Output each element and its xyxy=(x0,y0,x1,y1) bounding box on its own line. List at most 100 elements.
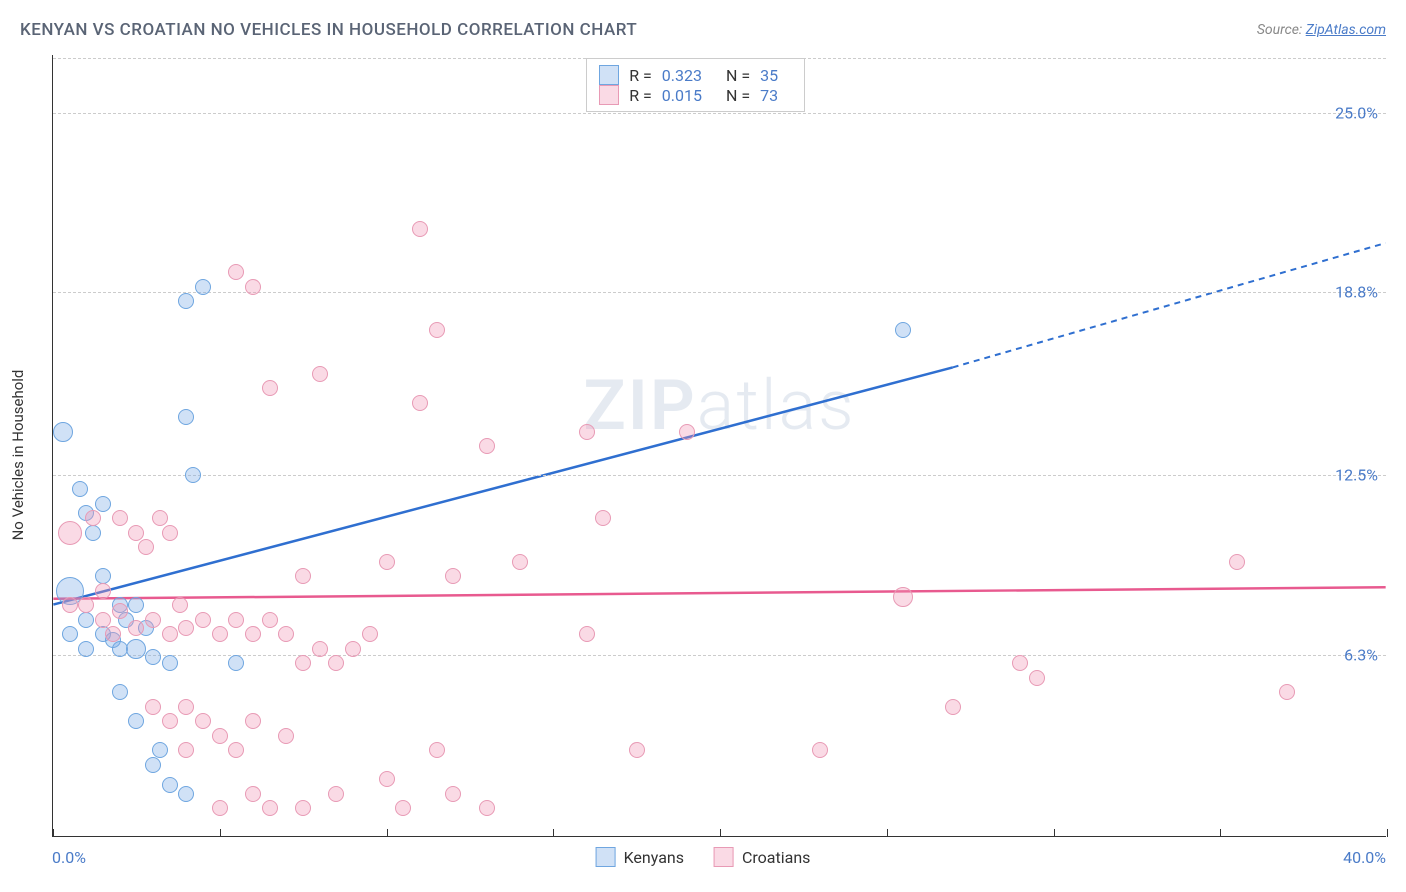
data-point xyxy=(62,597,78,613)
x-tick xyxy=(387,829,388,837)
x-tick xyxy=(720,829,721,837)
data-point xyxy=(128,525,144,541)
data-point xyxy=(579,424,595,440)
data-point xyxy=(262,380,278,396)
gridline xyxy=(53,475,1386,476)
x-tick xyxy=(1054,829,1055,837)
x-tick xyxy=(553,829,554,837)
correlation-legend: R = 0.323 N = 35 R = 0.015 N = 73 xyxy=(586,58,805,112)
data-point xyxy=(295,655,311,671)
data-point xyxy=(629,742,645,758)
header: KENYAN VS CROATIAN NO VEHICLES IN HOUSEH… xyxy=(20,20,1386,40)
watermark: ZIPatlas xyxy=(583,365,855,447)
data-point xyxy=(152,742,168,758)
data-point xyxy=(178,699,194,715)
data-point xyxy=(228,612,244,628)
data-point xyxy=(412,395,428,411)
data-point xyxy=(1012,655,1028,671)
data-point xyxy=(595,510,611,526)
data-point xyxy=(172,597,188,613)
chart-container: KENYAN VS CROATIAN NO VEHICLES IN HOUSEH… xyxy=(0,0,1406,892)
y-tick-label: 6.3% xyxy=(1344,645,1378,664)
legend-item-kenyans: Kenyans xyxy=(596,847,684,867)
chart-title: KENYAN VS CROATIAN NO VEHICLES IN HOUSEH… xyxy=(20,20,637,40)
data-point xyxy=(379,771,395,787)
data-point xyxy=(278,728,294,744)
data-point xyxy=(328,786,344,802)
data-point xyxy=(195,279,211,295)
data-point xyxy=(138,539,154,555)
data-point xyxy=(112,603,128,619)
data-point xyxy=(312,641,328,657)
data-point xyxy=(245,713,261,729)
data-point xyxy=(412,221,428,237)
legend-row-kenyans: R = 0.323 N = 35 xyxy=(599,65,792,85)
data-point xyxy=(445,568,461,584)
data-point xyxy=(162,777,178,793)
data-point xyxy=(245,279,261,295)
data-point xyxy=(212,800,228,816)
data-point xyxy=(95,583,111,599)
data-point xyxy=(185,467,201,483)
data-point xyxy=(245,626,261,642)
data-point xyxy=(262,800,278,816)
data-point xyxy=(178,786,194,802)
data-point xyxy=(1229,554,1245,570)
data-point xyxy=(78,612,94,628)
data-point xyxy=(212,626,228,642)
y-tick-label: 12.5% xyxy=(1335,465,1378,484)
x-tick xyxy=(1220,829,1221,837)
data-point xyxy=(178,742,194,758)
data-point xyxy=(95,496,111,512)
x-tick xyxy=(1387,829,1388,837)
data-point xyxy=(228,264,244,280)
data-point xyxy=(162,655,178,671)
data-point xyxy=(228,655,244,671)
data-point xyxy=(78,597,94,613)
data-point xyxy=(128,713,144,729)
swatch-croatians xyxy=(714,847,734,867)
data-point xyxy=(479,438,495,454)
data-point xyxy=(85,510,101,526)
y-axis-label: No Vehicles in Household xyxy=(9,370,27,541)
data-point xyxy=(162,713,178,729)
x-axis-min: 0.0% xyxy=(52,848,86,867)
data-point xyxy=(85,525,101,541)
data-point xyxy=(195,612,211,628)
data-point xyxy=(245,786,261,802)
data-point xyxy=(58,521,82,545)
y-tick-label: 25.0% xyxy=(1335,103,1378,122)
data-point xyxy=(312,366,328,382)
x-tick xyxy=(220,829,221,837)
data-point xyxy=(178,620,194,636)
data-point xyxy=(112,510,128,526)
data-point xyxy=(178,293,194,309)
data-point xyxy=(53,422,73,442)
data-point xyxy=(479,800,495,816)
data-point xyxy=(145,649,161,665)
data-point xyxy=(145,699,161,715)
data-point xyxy=(1279,684,1295,700)
source-link[interactable]: ZipAtlas.com xyxy=(1306,22,1386,38)
data-point xyxy=(162,626,178,642)
x-axis-max: 40.0% xyxy=(1343,848,1386,867)
legend-row-croatians: R = 0.015 N = 73 xyxy=(599,85,792,105)
data-point xyxy=(395,800,411,816)
gridline xyxy=(53,113,1386,114)
data-point xyxy=(128,620,144,636)
data-point xyxy=(295,800,311,816)
data-point xyxy=(379,554,395,570)
data-point xyxy=(128,597,144,613)
data-point xyxy=(112,684,128,700)
plot-area: ZIPatlas R = 0.323 N = 35 R = 0.015 N = … xyxy=(52,55,1386,837)
gridline xyxy=(53,655,1386,656)
data-point xyxy=(345,641,361,657)
data-point xyxy=(362,626,378,642)
data-point xyxy=(278,626,294,642)
data-point xyxy=(72,481,88,497)
data-point xyxy=(328,655,344,671)
data-point xyxy=(512,554,528,570)
series-legend: Kenyans Croatians xyxy=(596,847,811,867)
data-point xyxy=(429,322,445,338)
swatch-kenyans xyxy=(599,65,619,85)
